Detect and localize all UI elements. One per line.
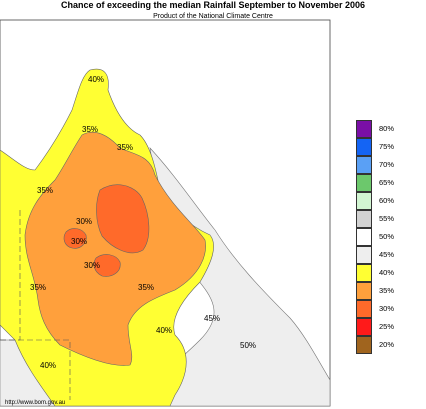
map-label: 35% bbox=[30, 283, 46, 292]
legend-label: 75% bbox=[379, 142, 395, 151]
legend-swatch bbox=[356, 192, 372, 210]
legend-item: 40% bbox=[355, 264, 415, 282]
legend-swatch bbox=[356, 210, 372, 228]
map-label: 45% bbox=[204, 314, 220, 323]
region-35-percent bbox=[24, 131, 206, 366]
map-subtitle: Product of the National Climate Centre bbox=[153, 13, 273, 20]
map-label: 30% bbox=[84, 261, 100, 270]
legend-label: 20% bbox=[379, 340, 395, 349]
map-labels: 40% 35% 35% 35% 30% 30% 30% 35% 35% 40% … bbox=[30, 75, 256, 370]
legend-item: 45% bbox=[355, 246, 415, 264]
region-30-percent-south bbox=[93, 254, 121, 277]
map-label: 50% bbox=[240, 341, 256, 350]
legend-label: 45% bbox=[379, 250, 395, 259]
legend-item: 50% bbox=[355, 228, 415, 246]
legend-label: 55% bbox=[379, 214, 395, 223]
map-title: Chance of exceeding the median Rainfall … bbox=[60, 0, 366, 10]
map-label: 40% bbox=[88, 75, 104, 84]
map-label: 35% bbox=[37, 186, 53, 195]
source-url: http://www.bom.gov.au bbox=[5, 400, 66, 406]
map-label: 35% bbox=[138, 283, 154, 292]
map-legend: 80% 75% 70% 65% 60% 55% 50% 45% 40% 35% 30% 25% 20% bbox=[355, 120, 415, 354]
legend-item: 55% bbox=[355, 210, 415, 228]
legend-swatch bbox=[356, 156, 372, 174]
legend-item: 35% bbox=[355, 282, 415, 300]
legend-swatch bbox=[356, 246, 372, 264]
legend-label: 35% bbox=[379, 286, 395, 295]
legend-label: 60% bbox=[379, 196, 395, 205]
legend-item: 70% bbox=[355, 156, 415, 174]
legend-swatch bbox=[356, 228, 372, 246]
legend-swatch bbox=[356, 138, 372, 156]
legend-item: 20% bbox=[355, 336, 415, 354]
legend-label: 70% bbox=[379, 160, 395, 169]
legend-label: 65% bbox=[379, 178, 395, 187]
legend-label: 30% bbox=[379, 304, 395, 313]
map-label: 40% bbox=[40, 361, 56, 370]
legend-label: 25% bbox=[379, 322, 395, 331]
legend-item: 80% bbox=[355, 120, 415, 138]
state-border-south bbox=[0, 339, 71, 400]
legend-item: 25% bbox=[355, 318, 415, 336]
legend-item: 60% bbox=[355, 192, 415, 210]
legend-swatch bbox=[356, 174, 372, 192]
legend-item: 75% bbox=[355, 138, 415, 156]
legend-swatch bbox=[356, 336, 372, 354]
legend-swatch bbox=[356, 120, 372, 138]
map-label: 35% bbox=[117, 143, 133, 152]
map-label: 30% bbox=[76, 217, 92, 226]
legend-label: 40% bbox=[379, 268, 395, 277]
map-label: 35% bbox=[82, 125, 98, 134]
legend-swatch bbox=[356, 264, 372, 282]
map-label: 40% bbox=[156, 326, 172, 335]
region-30-percent-west bbox=[63, 228, 87, 249]
legend-label: 50% bbox=[379, 232, 395, 241]
legend-item: 30% bbox=[355, 300, 415, 318]
region-30-percent-main bbox=[96, 184, 150, 254]
map-label: 30% bbox=[71, 237, 87, 246]
legend-swatch bbox=[356, 282, 372, 300]
legend-label: 80% bbox=[379, 124, 395, 133]
legend-swatch bbox=[356, 318, 372, 336]
legend-swatch bbox=[356, 300, 372, 318]
legend-item: 65% bbox=[355, 174, 415, 192]
